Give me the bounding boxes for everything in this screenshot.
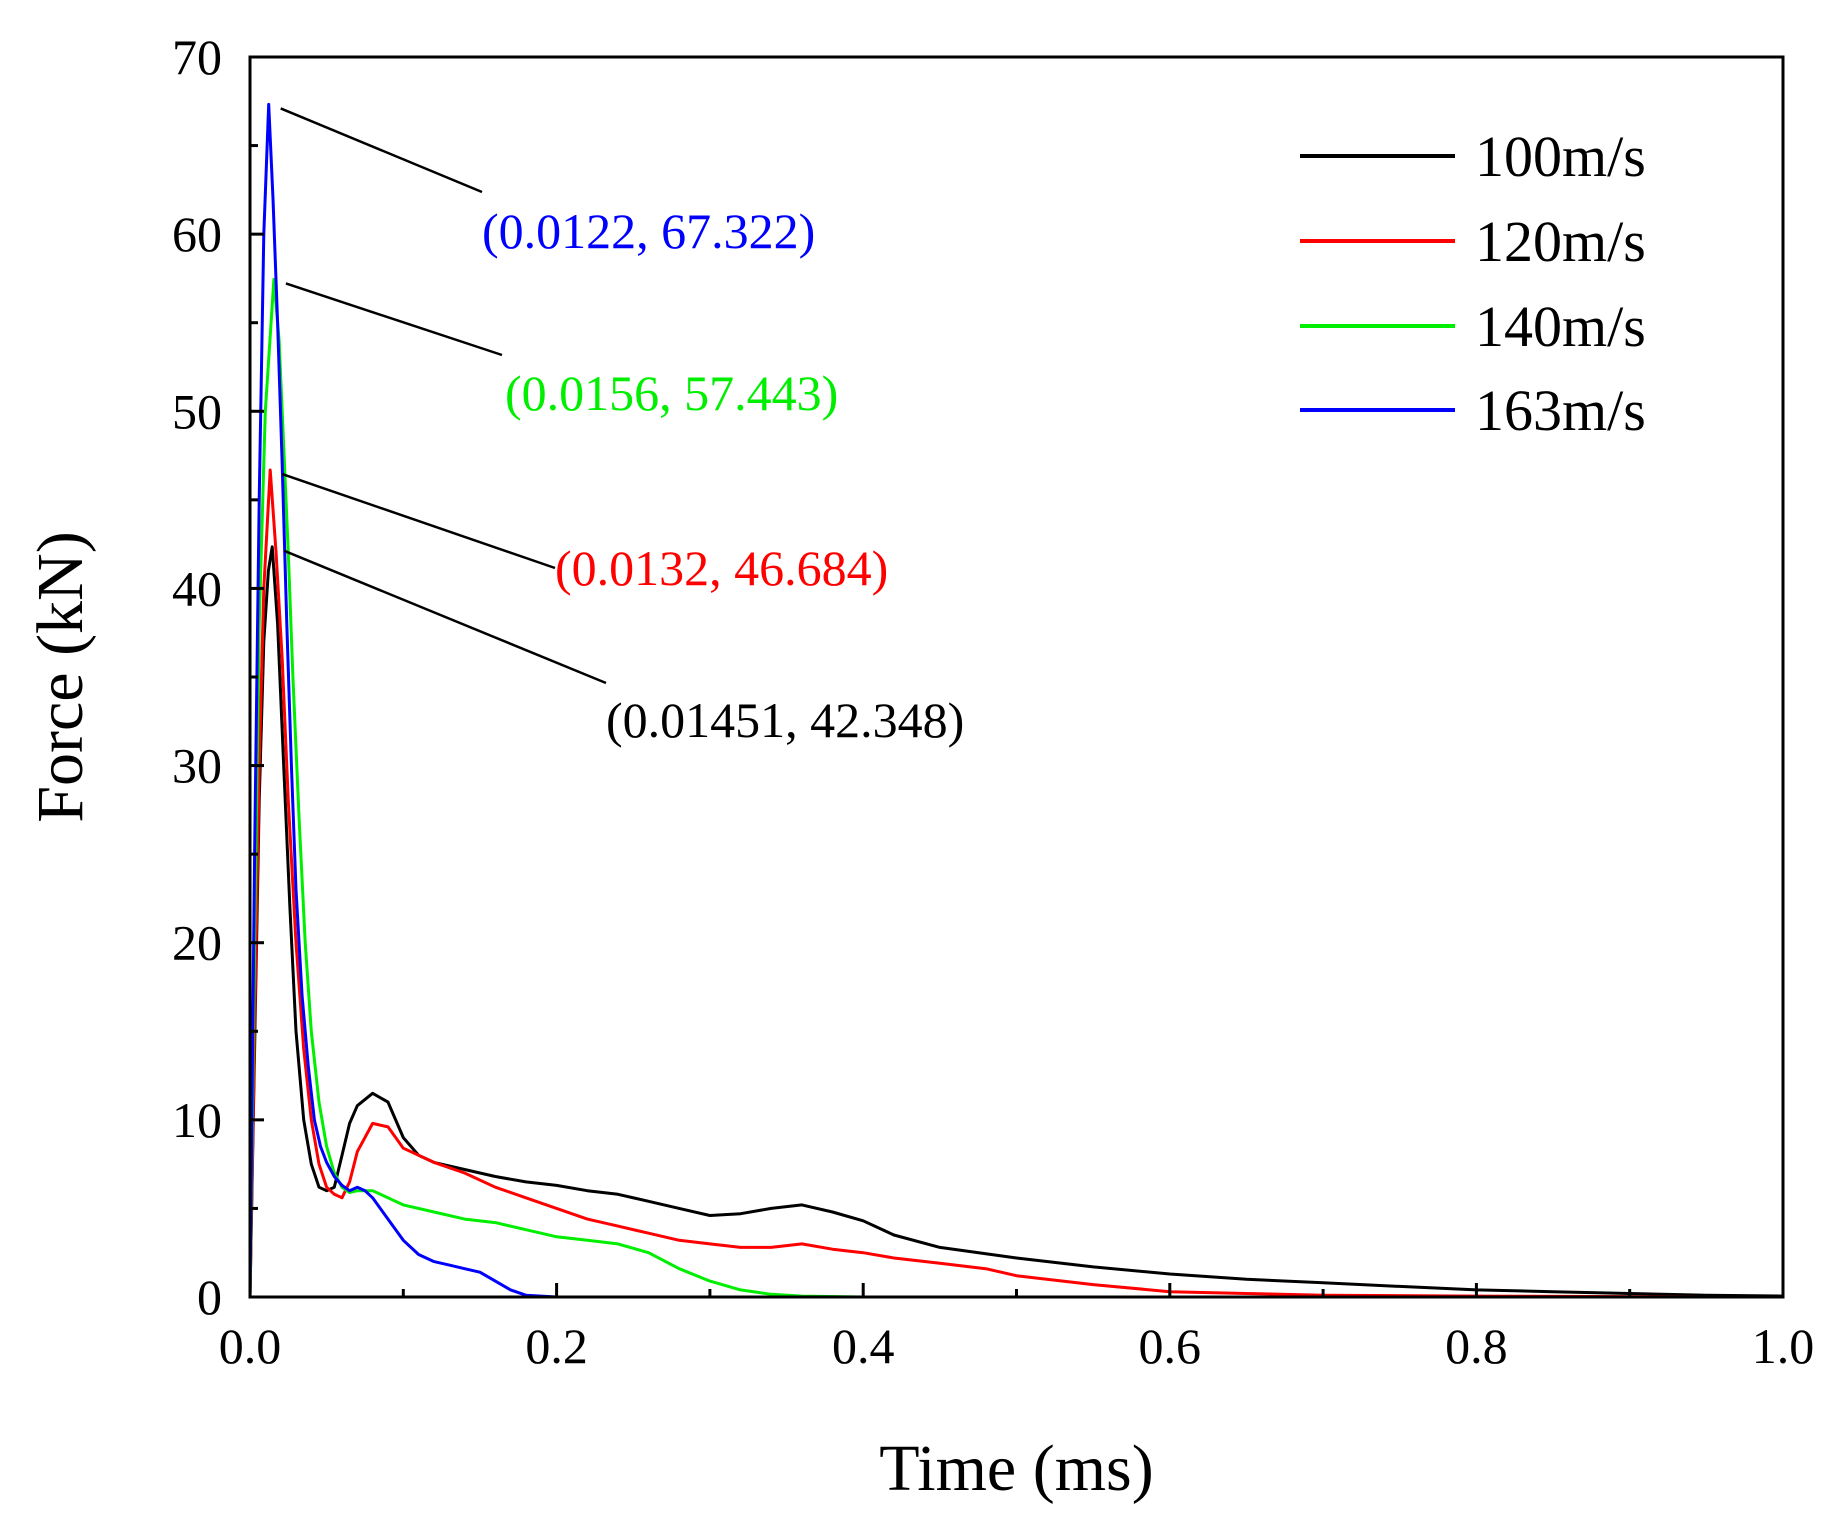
y-tick-label: 50 xyxy=(172,383,222,439)
legend-label: 163m/s xyxy=(1475,378,1646,443)
x-tick-label: 0.6 xyxy=(1139,1318,1202,1374)
annotation-leader-line xyxy=(281,472,556,570)
series-line-120m-s xyxy=(248,468,1707,1299)
series-line-100m-s xyxy=(248,545,1784,1298)
y-axis-title: Force (kN) xyxy=(24,531,97,822)
y-tick-label: 0 xyxy=(197,1269,222,1325)
y-tick-label: 30 xyxy=(172,738,222,794)
x-tick-label: 0.8 xyxy=(1445,1318,1508,1374)
x-tick-label: 0.4 xyxy=(832,1318,895,1374)
legend-label: 140m/s xyxy=(1475,294,1646,359)
x-tick-label: 0.0 xyxy=(219,1318,282,1374)
series-line-163m-s xyxy=(248,102,710,1299)
tick-layer: 0.0 0.2 0.4 0.6 0.8 1.0 0 10 20 30 40 50 60 70 xyxy=(172,29,1814,1374)
series-line-140m-s xyxy=(248,277,1324,1299)
annotation-layer: (0.0122, 67.322) (0.0156, 57.443) (0.0132,… xyxy=(280,107,964,748)
y-tick-label: 40 xyxy=(172,560,222,616)
annotation-leader-line xyxy=(285,282,503,357)
y-tick-label: 20 xyxy=(172,915,222,971)
annotation-label: (0.01451, 42.348) xyxy=(606,692,964,748)
annotation-leader-line xyxy=(283,549,607,685)
y-tick-label: 60 xyxy=(172,206,222,262)
x-tick-label: 1.0 xyxy=(1752,1318,1815,1374)
legend: 100m/s 120m/s 140m/s 163m/s xyxy=(1300,124,1646,443)
legend-label: 100m/s xyxy=(1475,124,1646,189)
y-tick-label: 10 xyxy=(172,1092,222,1148)
series-layer xyxy=(248,102,1784,1299)
x-tick-label: 0.2 xyxy=(525,1318,588,1374)
annotation-label: (0.0122, 67.322) xyxy=(482,203,815,259)
x-axis-title: Time (ms) xyxy=(879,1432,1153,1505)
y-tick-label: 70 xyxy=(172,29,222,85)
annotation-leader-line xyxy=(280,107,483,194)
annotation-label: (0.0132, 46.684) xyxy=(555,540,888,596)
annotation-label: (0.0156, 57.443) xyxy=(505,365,838,421)
legend-label: 120m/s xyxy=(1475,209,1646,274)
